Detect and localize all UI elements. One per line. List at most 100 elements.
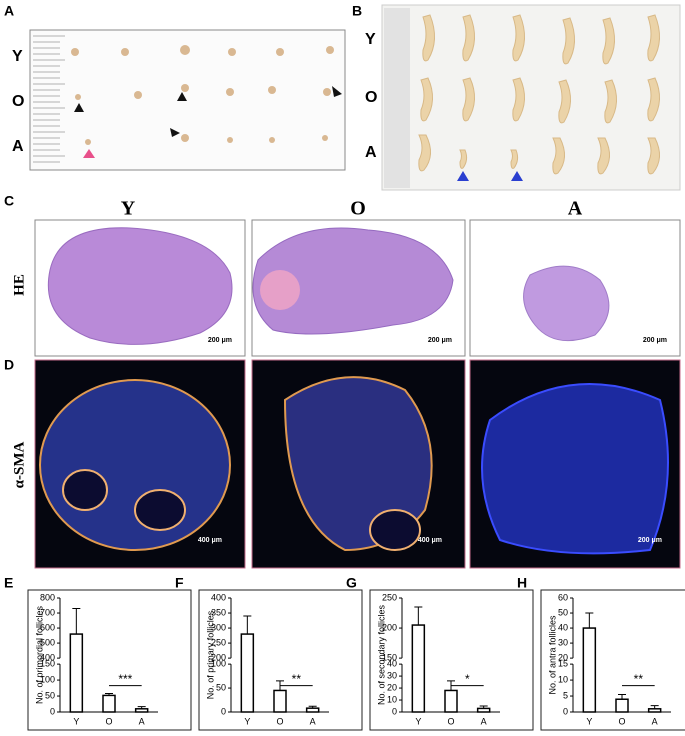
bar <box>647 708 662 713</box>
y-tick-label: 500 <box>40 637 55 647</box>
bar <box>240 633 255 713</box>
y-tick-label: 600 <box>40 622 55 632</box>
tissue <box>523 265 610 342</box>
y-axis-label: No. of secondary follicles <box>376 604 386 705</box>
panel-label: F <box>175 575 184 591</box>
panel-label: D <box>4 357 14 373</box>
follicle <box>134 489 186 531</box>
y-tick-label: 250 <box>382 592 397 602</box>
bar <box>411 624 426 713</box>
error-bar <box>243 615 252 635</box>
error-bar <box>308 705 317 709</box>
y-axis-label: No. of primary follicles <box>205 610 215 699</box>
y-tick-label: 100 <box>211 658 226 668</box>
tissue <box>39 379 231 551</box>
significance-label: ** <box>634 672 644 686</box>
x-tick-label: Y <box>244 716 250 726</box>
panel-frame <box>540 589 685 731</box>
x-tick-label: O <box>276 716 283 726</box>
y-tick-label: 250 <box>211 637 226 647</box>
panel-frame <box>198 589 363 731</box>
y-tick-label: 400 <box>40 652 55 662</box>
y-tick-label: 0 <box>221 706 226 716</box>
y-tick-label: 30 <box>558 637 568 647</box>
x-tick-label: O <box>447 716 454 726</box>
significance-label: * <box>465 672 470 686</box>
y-tick-label: 800 <box>40 592 55 602</box>
tissue <box>47 227 233 345</box>
ruler <box>33 35 65 163</box>
arrowheads <box>74 86 342 158</box>
error-bar <box>137 706 146 709</box>
scale-label: 200 μm <box>428 337 452 344</box>
bar <box>102 694 116 713</box>
y-tick-label: 50 <box>216 682 226 692</box>
bar <box>69 633 84 713</box>
y-tick-label: 300 <box>211 622 226 632</box>
column-label: O <box>350 198 366 220</box>
uteri <box>418 14 660 175</box>
x-tick-label: Y <box>586 716 592 726</box>
significance-label: ** <box>292 672 302 686</box>
bar <box>615 698 629 713</box>
y-tick-label: 10 <box>558 674 568 684</box>
x-tick-label: A <box>310 716 316 726</box>
bar <box>444 689 458 713</box>
y-tick-label: 200 <box>382 622 397 632</box>
x-tick-label: O <box>105 716 112 726</box>
scale-label: 200 μm <box>638 537 662 544</box>
y-tick-label: 400 <box>211 592 226 602</box>
error-bar <box>414 606 423 626</box>
panel-frame <box>369 589 534 731</box>
tissue <box>481 383 669 555</box>
row-label: A <box>365 144 377 161</box>
scale-label: 200 μm <box>208 337 232 344</box>
bar <box>134 708 149 713</box>
arrowhead <box>511 171 523 181</box>
y-tick-label: 350 <box>211 607 226 617</box>
y-tick-label: 0 <box>563 706 568 716</box>
bar <box>273 689 287 713</box>
row-label: A <box>12 138 24 155</box>
error-bar <box>650 705 659 709</box>
tissue <box>283 376 433 552</box>
tissue <box>260 270 300 310</box>
y-axis-label: No. of primordial follicles <box>34 605 44 704</box>
panel-label: G <box>346 575 357 591</box>
bar <box>305 707 320 713</box>
column-label: Y <box>121 198 136 220</box>
x-tick-label: Y <box>415 716 421 726</box>
error-bar <box>618 693 626 700</box>
row-label: HE <box>11 274 27 296</box>
error-bar <box>105 692 113 696</box>
y-tick-label: 50 <box>558 607 568 617</box>
y-tick-label: 50 <box>45 690 55 700</box>
y-tick-label: 15 <box>558 658 568 668</box>
arrowhead <box>457 171 469 181</box>
x-tick-label: A <box>481 716 487 726</box>
y-tick-label: 700 <box>40 607 55 617</box>
y-tick-label: 100 <box>40 674 55 684</box>
panel-label: C <box>4 193 14 209</box>
panel-label: A <box>4 3 14 19</box>
y-tick-label: 0 <box>50 706 55 716</box>
y-tick-label: 150 <box>40 658 55 668</box>
error-bar <box>72 608 81 635</box>
scale-label: 200 μm <box>643 337 667 344</box>
row-label: O <box>12 93 24 110</box>
x-tick-label: Y <box>73 716 79 726</box>
column-label: A <box>568 198 583 220</box>
row-label: O <box>365 89 377 106</box>
y-tick-label: 40 <box>558 622 568 632</box>
y-tick-label: 30 <box>387 670 397 680</box>
follicle <box>62 469 108 511</box>
error-bar <box>479 705 488 709</box>
panel-label: B <box>352 3 362 19</box>
x-tick-label: A <box>139 716 145 726</box>
y-tick-label: 60 <box>558 592 568 602</box>
ruler <box>384 8 410 188</box>
panel-label: E <box>4 575 13 591</box>
y-tick-label: 40 <box>387 658 397 668</box>
y-tick-label: 20 <box>387 682 397 692</box>
